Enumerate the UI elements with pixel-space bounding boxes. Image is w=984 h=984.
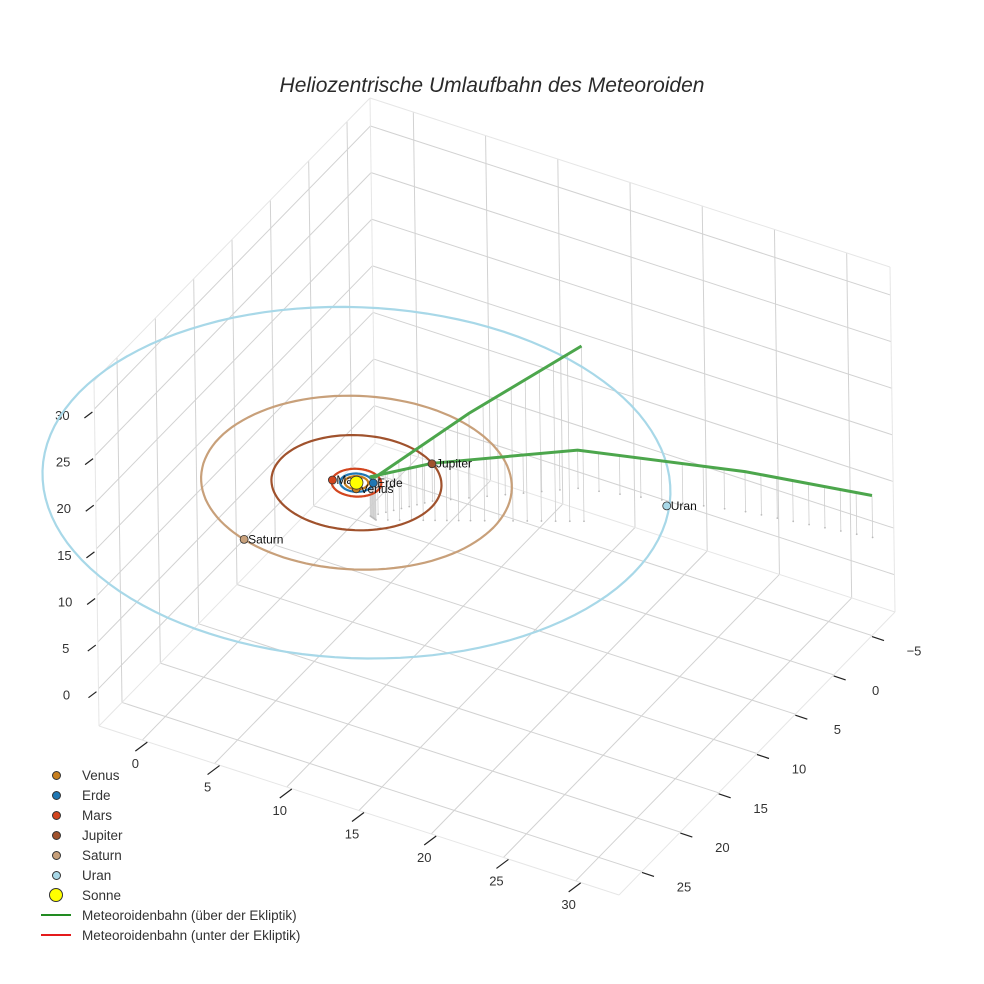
- chart-title: Heliozentrische Umlaufbahn des Meteoroid…: [279, 74, 705, 97]
- venus-marker-icon: [36, 770, 76, 780]
- erde-marker-icon: [36, 790, 76, 800]
- legend-label: Meteoroidenbahn (unter der Ekliptik): [82, 927, 301, 943]
- legend-label: Saturn: [82, 847, 122, 863]
- jupiter-marker-icon: [36, 830, 76, 840]
- green-line-icon: [36, 914, 76, 916]
- svg-text:Saturn: Saturn: [248, 532, 283, 546]
- svg-text:20: 20: [57, 501, 71, 516]
- legend-label: Meteoroidenbahn (über der Ekliptik): [82, 907, 297, 923]
- legend-label: Erde: [82, 787, 111, 803]
- legend-item-path-below[interactable]: Meteoroidenbahn (unter der Ekliptik): [36, 925, 300, 945]
- legend-item-erde[interactable]: Erde: [36, 785, 300, 805]
- legend-label: Mars: [82, 807, 112, 823]
- svg-text:10: 10: [273, 803, 287, 818]
- svg-text:25: 25: [677, 879, 691, 894]
- svg-text:15: 15: [57, 548, 71, 563]
- svg-text:30: 30: [561, 897, 575, 912]
- legend-label: Venus: [82, 767, 120, 783]
- legend: Venus Erde Mars Jupiter Saturn Uran Sonn…: [36, 765, 300, 945]
- saturn-marker-icon: [36, 850, 76, 860]
- svg-text:Erde: Erde: [377, 476, 403, 490]
- svg-text:20: 20: [715, 840, 729, 855]
- legend-item-mars[interactable]: Mars: [36, 805, 300, 825]
- meteoroid-path: [369, 344, 873, 497]
- svg-text:5: 5: [62, 641, 69, 656]
- drop-lines: [369, 345, 874, 539]
- red-line-icon: [36, 934, 76, 936]
- svg-text:25: 25: [489, 873, 503, 888]
- legend-item-uran[interactable]: Uran: [36, 865, 300, 885]
- legend-item-sonne[interactable]: Sonne: [36, 885, 300, 905]
- uran-marker-icon: [36, 870, 76, 880]
- legend-item-path-above[interactable]: Meteoroidenbahn (über der Ekliptik): [36, 905, 300, 925]
- svg-text:Jupiter: Jupiter: [436, 457, 472, 471]
- mars-marker-icon: [36, 810, 76, 820]
- svg-text:25: 25: [56, 455, 70, 470]
- svg-text:Uran: Uran: [671, 499, 697, 513]
- svg-text:0: 0: [63, 688, 70, 703]
- axis-grid: [93, 97, 896, 896]
- sonne-marker-icon: [36, 888, 76, 902]
- legend-item-venus[interactable]: Venus: [36, 765, 300, 785]
- svg-text:0: 0: [872, 683, 879, 698]
- legend-label: Sonne: [82, 887, 122, 903]
- legend-item-saturn[interactable]: Saturn: [36, 845, 300, 865]
- svg-text:0: 0: [132, 756, 139, 771]
- svg-text:15: 15: [753, 801, 767, 816]
- svg-text:15: 15: [345, 827, 359, 842]
- legend-item-jupiter[interactable]: Jupiter: [36, 825, 300, 845]
- svg-text:20: 20: [417, 850, 431, 865]
- svg-text:5: 5: [204, 780, 211, 795]
- svg-text:10: 10: [58, 594, 72, 609]
- svg-text:−5: −5: [907, 644, 922, 659]
- legend-label: Jupiter: [82, 827, 123, 843]
- svg-text:5: 5: [834, 722, 841, 737]
- svg-text:10: 10: [792, 762, 806, 777]
- svg-text:Venus: Venus: [360, 482, 393, 496]
- legend-label: Uran: [82, 867, 112, 883]
